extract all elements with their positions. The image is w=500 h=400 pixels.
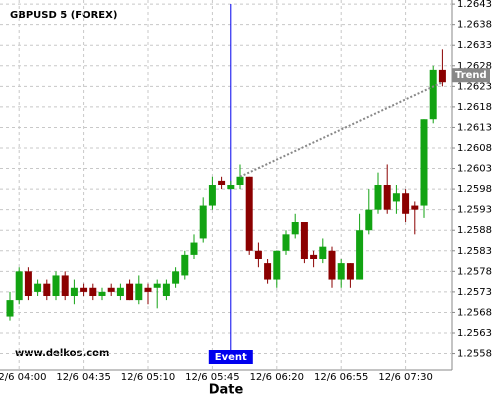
candle-body — [199, 205, 207, 239]
candle-body — [282, 234, 290, 251]
y-tick-label: 1.2603 — [457, 164, 492, 175]
candle-body — [24, 271, 32, 296]
candle-body — [429, 69, 437, 120]
candle-body — [319, 246, 327, 259]
trend-line — [239, 81, 443, 178]
candle-body — [374, 185, 382, 210]
x-tick-label: 12/6 06:55 — [314, 372, 368, 383]
x-tick-label: 12/6 07:30 — [378, 372, 432, 383]
candle-body — [181, 254, 189, 276]
candle-body — [273, 250, 281, 280]
candle-body — [346, 263, 354, 280]
candle-body — [264, 263, 272, 280]
trend-label: Trend — [455, 70, 487, 81]
candle-body — [34, 283, 42, 292]
candle-body — [135, 283, 143, 301]
event-label-box — [208, 350, 253, 364]
candle-body — [107, 287, 115, 292]
candle-body — [80, 287, 88, 292]
x-tick-label: 12/6 04:35 — [56, 372, 110, 383]
candle-body — [153, 283, 161, 288]
y-tick-label: 1.2633 — [457, 40, 492, 51]
candle-body — [52, 275, 60, 296]
candle-body — [6, 300, 14, 317]
candle-body — [291, 222, 299, 235]
candle-body — [420, 119, 428, 206]
candle-body — [328, 250, 336, 280]
y-tick-label: 1.2593 — [457, 205, 492, 216]
y-tick-label: 1.2578 — [457, 266, 492, 277]
y-tick-label: 1.2608 — [457, 143, 492, 154]
candle-body — [116, 287, 124, 296]
candle-body — [98, 291, 106, 296]
x-tick-label: 12/6 04:00 — [0, 372, 46, 383]
candle-body — [383, 185, 391, 210]
candle-body — [227, 185, 235, 190]
candle-body — [254, 250, 262, 259]
candle-body — [70, 287, 78, 296]
x-tick-label: 12/6 05:45 — [185, 372, 239, 383]
candle-body — [300, 222, 308, 259]
x-tick-label: 12/6 05:10 — [121, 372, 175, 383]
y-tick-label: 1.2558 — [457, 349, 492, 360]
candle-body — [236, 176, 244, 185]
y-tick-label: 1.2583 — [457, 246, 492, 257]
candle-body — [15, 271, 23, 301]
y-tick-label: 1.2568 — [457, 307, 492, 318]
candle-body — [337, 263, 345, 280]
candle-body — [392, 193, 400, 202]
y-tick-label: 1.2613 — [457, 122, 492, 133]
candle-body — [356, 230, 364, 280]
x-tick-label: 12/6 06:20 — [250, 372, 304, 383]
y-tick-label: 1.2638 — [457, 20, 492, 31]
y-tick-label: 1.2643 — [457, 0, 492, 10]
x-axis-label: Date — [209, 383, 244, 398]
y-tick-label: 1.2598 — [457, 184, 492, 195]
y-tick-label: 1.2563 — [457, 328, 492, 339]
candle-body — [162, 283, 170, 296]
y-tick-label: 1.2573 — [457, 287, 492, 298]
y-tick-label: 1.2588 — [457, 225, 492, 236]
candle-body — [43, 283, 51, 296]
y-tick-label: 1.2628 — [457, 61, 492, 72]
y-tick-label: 1.2623 — [457, 81, 492, 92]
candle-body — [126, 283, 134, 301]
candle-body — [89, 287, 97, 296]
candle-body — [438, 69, 446, 83]
candle-body — [172, 271, 180, 284]
y-tick-label: 1.2618 — [457, 102, 492, 113]
candle-body — [411, 205, 419, 210]
candle-body — [245, 176, 253, 251]
candle-body — [144, 287, 152, 292]
candle-body — [365, 209, 373, 231]
trend-label-box — [452, 68, 490, 83]
candle-body — [402, 193, 410, 214]
candle-body — [190, 242, 198, 255]
candle-body — [208, 185, 216, 206]
event-label: Event — [215, 352, 247, 363]
candle-body — [218, 180, 226, 185]
candle-body — [61, 275, 69, 296]
candle-body — [310, 254, 318, 259]
chart-title: GBPUSD 5 (FOREX) — [10, 10, 117, 21]
